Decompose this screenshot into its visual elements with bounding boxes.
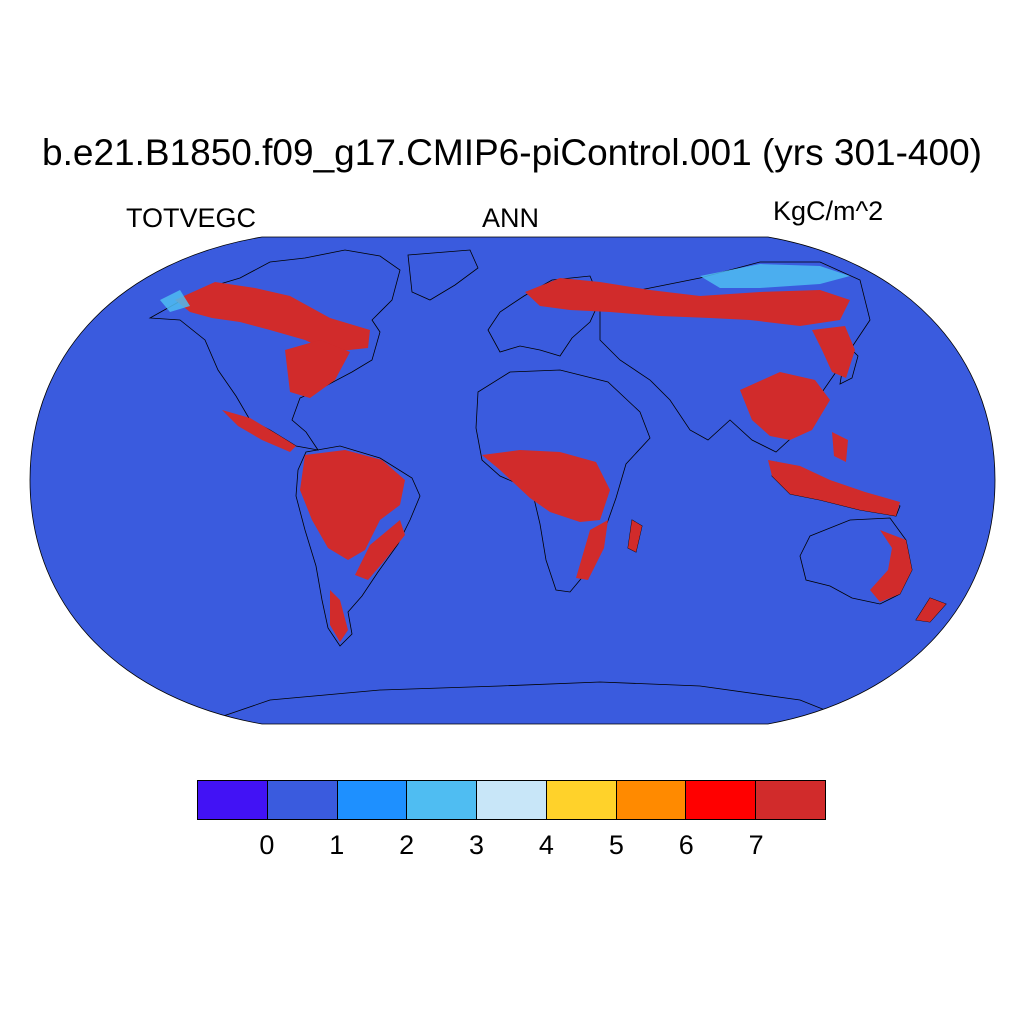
colorbar-swatch (337, 781, 408, 819)
colorbar-swatch (198, 781, 268, 819)
field-boreal-north-america (175, 282, 370, 352)
colorbar-tick-label: 5 (608, 830, 624, 860)
field-new-zealand (916, 598, 946, 622)
season-label: ANN (482, 203, 540, 233)
colorbar-tick-label: 1 (329, 830, 345, 860)
field-tundra-alaska (160, 290, 190, 312)
colorbar-tick-label: 2 (399, 830, 415, 860)
europe-coastline (487, 275, 601, 357)
colorbar-swatch (546, 781, 617, 819)
south-america-coastline (295, 445, 421, 647)
field-east-australia (870, 530, 912, 602)
colorbar-swatch (477, 781, 547, 819)
vegetation-carbon-field (160, 264, 946, 642)
units-label: KgC/m^2 (773, 196, 884, 226)
colorbar-tick-label: 3 (469, 830, 485, 860)
field-central-africa (482, 450, 610, 522)
plot-title: b.e21.B1850.f09_g17.CMIP6-piControl.001 … (42, 132, 982, 173)
field-indonesia (768, 460, 900, 516)
field-southeast-africa (576, 520, 608, 580)
colorbar-swatch (407, 781, 478, 819)
field-boreal-eurasia (525, 278, 850, 326)
north-america-coastline (148, 249, 401, 451)
field-madagascar (628, 520, 642, 552)
antarctica-coastline (199, 681, 861, 724)
field-amazon (300, 450, 405, 560)
colorbar-tick-label: 4 (538, 830, 554, 860)
colorbar (197, 780, 826, 820)
field-brazil-coast (355, 520, 405, 580)
variable-label: TOTVEGC (126, 203, 257, 233)
field-tundra-siberia (700, 264, 850, 288)
field-eastern-us (285, 340, 350, 398)
colorbar-swatch (686, 781, 757, 819)
field-far-east (812, 326, 855, 378)
field-southeast-asia (740, 372, 830, 440)
field-central-america (222, 410, 296, 452)
greenland-coastline (407, 249, 479, 301)
field-philippines (832, 432, 848, 462)
colorbar-swatch (616, 781, 687, 819)
field-patagonia (330, 590, 348, 642)
australia-coastline (799, 517, 913, 605)
colorbar-tick-label: 0 (259, 830, 275, 860)
colorbar-swatch (267, 781, 338, 819)
colorbar-swatch (756, 781, 826, 819)
colorbar-tick-label: 6 (678, 830, 694, 860)
colorbar-tick-label: 7 (748, 830, 764, 860)
